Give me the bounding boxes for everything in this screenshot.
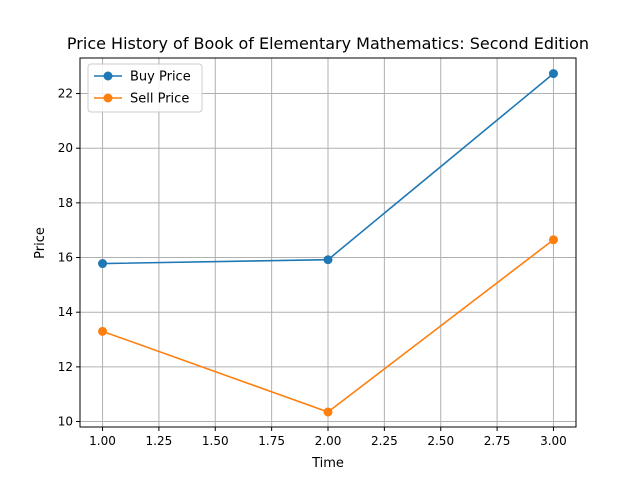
y-tick-label: 12 bbox=[58, 360, 73, 374]
y-tick-label: 18 bbox=[58, 196, 73, 210]
sell-price-point bbox=[323, 407, 333, 417]
buy-price-point bbox=[548, 69, 558, 79]
sell-price-point bbox=[548, 235, 558, 245]
x-tick-label: 1.00 bbox=[89, 434, 116, 448]
axis-ticks: 1.00 1.25 1.50 1.75 2.00 2.25 2.50 2.75 3.00 10 12… bbox=[58, 87, 567, 448]
series-layer bbox=[98, 69, 558, 417]
y-tick-label: 10 bbox=[58, 415, 73, 429]
x-tick-label: 1.75 bbox=[258, 434, 285, 448]
x-tick-label: 3.00 bbox=[540, 434, 567, 448]
x-tick-label: 2.00 bbox=[315, 434, 342, 448]
y-tick-label: 22 bbox=[58, 87, 73, 101]
legend-label-buy-price: Buy Price bbox=[130, 70, 191, 85]
y-tick-label: 14 bbox=[58, 305, 73, 319]
buy-price-point bbox=[323, 255, 333, 265]
legend-marker-buy-price bbox=[103, 71, 113, 81]
y-tick-label: 20 bbox=[58, 141, 73, 155]
x-tick-label: 1.50 bbox=[202, 434, 229, 448]
y-tick-label: 16 bbox=[58, 251, 73, 265]
legend: Buy Price Sell Price bbox=[87, 63, 203, 113]
legend-label-sell-price: Sell Price bbox=[130, 92, 189, 107]
sell-price-point bbox=[98, 326, 108, 336]
x-tick-label: 2.50 bbox=[427, 434, 454, 448]
x-tick-label: 2.25 bbox=[371, 434, 398, 448]
x-tick-label: 1.25 bbox=[146, 434, 173, 448]
buy-price-point bbox=[98, 259, 108, 269]
x-tick-label: 2.75 bbox=[484, 434, 511, 448]
chart-title: Price History of Book of Elementary Math… bbox=[67, 34, 589, 53]
y-axis-label: Price bbox=[33, 227, 48, 259]
x-axis-label: Time bbox=[311, 456, 344, 471]
legend-marker-sell-price bbox=[103, 93, 113, 103]
